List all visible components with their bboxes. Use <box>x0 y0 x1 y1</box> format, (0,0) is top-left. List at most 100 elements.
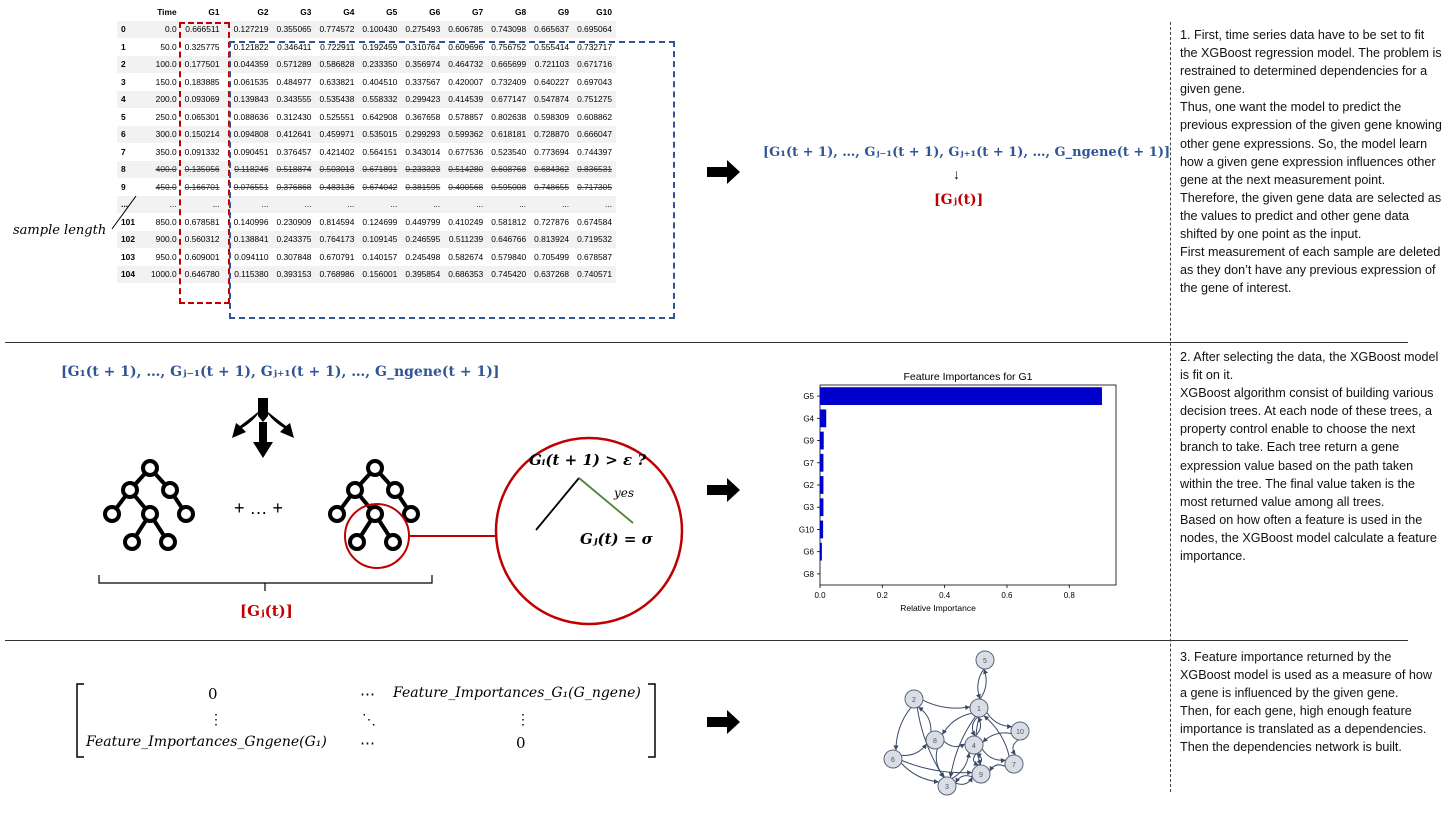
table-cell: 0.420007 <box>448 76 484 87</box>
row-index: 4 <box>117 90 147 108</box>
row-index: 9 <box>121 181 126 192</box>
table-cell: 0.836531 <box>573 160 616 178</box>
description-step-1: 1. First, time series data have to be se… <box>1180 26 1442 297</box>
table-header-cell: G3 <box>300 6 312 17</box>
table-cell: 0.595008 <box>491 181 527 192</box>
table-cell: 0.748655 <box>534 181 570 192</box>
description-paragraph: Therefore, the given gene data are selec… <box>1180 190 1442 242</box>
table-cell: 0.310764 <box>405 41 441 52</box>
table-cell: 0.599362 <box>444 125 488 143</box>
matrix-top-right: Feature_Importances_G₁(G_ngene) <box>393 685 641 701</box>
table-cell: 0.115380 <box>223 265 273 283</box>
description-paragraph: 3. Feature importance returned by the XG… <box>1180 650 1433 701</box>
table-row: 3 150.0 0.183885 0.061535 0.484977 0.633821 0.… <box>117 73 616 91</box>
x-tick-label: 0.6 <box>1001 591 1013 600</box>
network-edge <box>948 716 976 778</box>
row-index: 1 <box>121 41 126 52</box>
table-cell: 0.646780 <box>180 265 224 283</box>
table-cell: 0.719532 <box>573 230 616 248</box>
table-row: 104 1000.0 0.646780 0.115380 0.393153 0.76898… <box>117 265 616 283</box>
table-cell: 0.686353 <box>444 265 488 283</box>
x-tick-label: 0.2 <box>877 591 889 600</box>
table-cell: 0.677147 <box>487 90 531 108</box>
chart-bar <box>820 453 824 472</box>
table-cell: 0.065301 <box>184 111 220 122</box>
table-cell: 0.393153 <box>272 265 316 283</box>
table-cell: 0.535015 <box>358 125 402 143</box>
matrix-bot-right: 0 <box>516 734 526 752</box>
row-index: 0 <box>117 20 147 38</box>
network-edge <box>981 748 1006 764</box>
down-arrow-1: ↓ <box>953 166 960 182</box>
split-arrow-icon <box>232 398 294 458</box>
table-cell: 0.346411 <box>277 41 312 52</box>
table-cell: 0.666047 <box>573 125 616 143</box>
table-cell: 0.109145 <box>358 230 402 248</box>
table-cell: 0.646766 <box>487 230 531 248</box>
table-cell: 0.598309 <box>534 111 570 122</box>
table-cell: 0.166701 <box>184 181 220 192</box>
row-index: 5 <box>121 111 126 122</box>
table-cell: 0.642908 <box>362 111 398 122</box>
network-node <box>971 764 991 784</box>
table-cell: 0.245498 <box>405 251 441 262</box>
network-node-label: 6 <box>891 757 895 764</box>
table-cell: 0.721103 <box>530 55 574 73</box>
table-cell: 0.678587 <box>577 251 612 262</box>
table-row: 2 100.0 0.177501 0.044359 0.571289 0.586828 0.… <box>117 55 616 73</box>
table-cell: 0.061535 <box>233 76 269 87</box>
table-cell: ... <box>223 195 273 213</box>
table-cell: 0.044359 <box>223 55 273 73</box>
table-row: 8 400.0 0.135056 0.118246 0.518874 0.503013 0.… <box>117 160 616 178</box>
table-cell: 0.665699 <box>487 55 531 73</box>
section-divider-2 <box>5 640 1408 641</box>
table-cell: 0.139843 <box>223 90 273 108</box>
table-row: .................................... <box>117 195 616 213</box>
table-cell: 0.121822 <box>233 41 269 52</box>
right-arrow-icon <box>707 478 740 502</box>
chart-bar <box>820 387 1102 405</box>
table-cell: ... <box>147 195 181 213</box>
table-cell: 0.356974 <box>401 55 445 73</box>
y-tick-label: G10 <box>799 525 815 534</box>
table-cell: 0.177501 <box>180 55 224 73</box>
network-node-label: 7 <box>1012 762 1016 769</box>
description-paragraph: 1. First, time series data have to be se… <box>1180 28 1442 97</box>
chart-bar <box>820 409 827 428</box>
table-cell: 0.233350 <box>358 55 402 73</box>
table-cell: 0.343555 <box>272 90 316 108</box>
table-cell: 0.581812 <box>491 216 527 227</box>
network-edge <box>955 775 973 784</box>
table-row: 1 50.0 0.325775 0.121822 0.346411 0.722911 0.1… <box>117 38 616 56</box>
row-index: 2 <box>117 55 147 73</box>
table-cell: 0.555414 <box>534 41 570 52</box>
table-cell: 0.740571 <box>573 265 616 283</box>
network-node-label: 1 <box>977 706 981 713</box>
row-index: 101 <box>121 216 135 227</box>
table-cell: ... <box>180 195 224 213</box>
sample-length-pointer <box>111 195 137 230</box>
y-tick-label: G3 <box>803 503 814 512</box>
table-header-cell: G5 <box>386 6 398 17</box>
table-cell: 0.094808 <box>223 125 273 143</box>
table-row: 103 950.0 0.609001 0.094110 0.307848 0.670791… <box>117 248 616 266</box>
table-cell: 0.802638 <box>491 111 527 122</box>
table-cell: 0.637268 <box>530 265 574 283</box>
input-formula-1: [G₁(t + 1), …, Gⱼ₋₁(t + 1), Gⱼ₊₁(t + 1),… <box>763 145 1171 160</box>
section-divider-1 <box>5 342 1408 343</box>
row-index: 7 <box>121 146 126 157</box>
network-node <box>883 749 903 769</box>
table-cell: 950.0 <box>155 251 177 262</box>
table-cell: 0.094110 <box>234 251 269 262</box>
table-cell: 0.743098 <box>487 20 531 38</box>
table-cell: 900.0 <box>147 230 181 248</box>
row-index: 3 <box>121 76 126 87</box>
right-arrow-icon <box>707 160 740 184</box>
network-edge <box>893 707 912 751</box>
table-cell: 0.606785 <box>444 20 488 38</box>
row-index: 103 <box>121 251 135 262</box>
table-cell: 0.483136 <box>319 181 355 192</box>
network-edge <box>986 712 1013 730</box>
description-paragraph: Then, for each gene, high enough feature… <box>1180 704 1427 737</box>
table-cell: 0.728870 <box>530 125 574 143</box>
